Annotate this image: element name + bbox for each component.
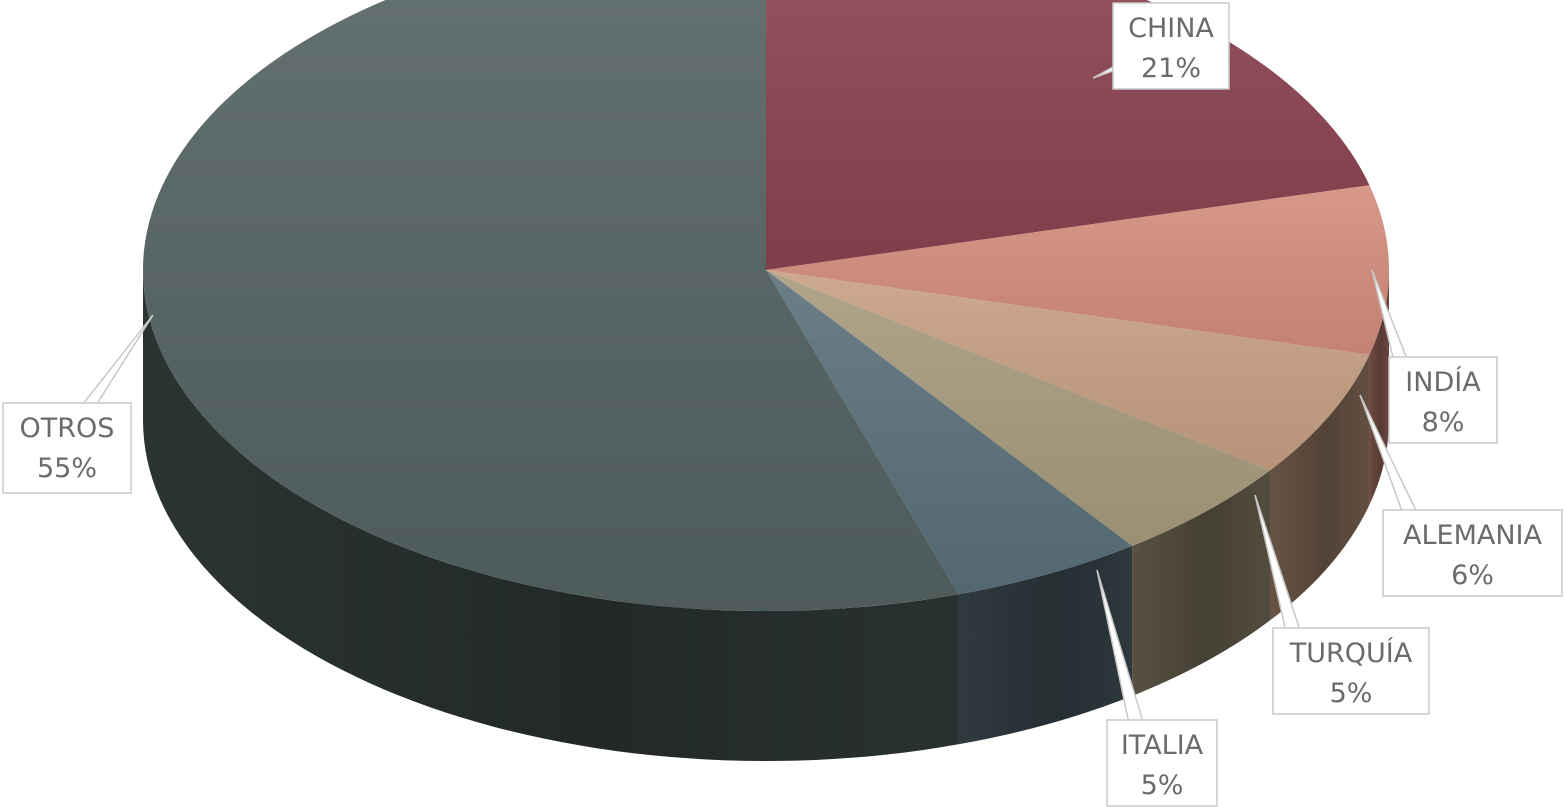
pie-slices [143, 0, 1390, 611]
slice-name-label: INDÍA [1405, 366, 1481, 398]
data-label-turquía: TURQUÍA 5% [1272, 627, 1430, 715]
data-label-alemania: ALEMANIA 6% [1382, 509, 1563, 597]
pie-sides [143, 270, 1389, 761]
label-box [1272, 627, 1430, 715]
pie-side-shade [958, 545, 1133, 745]
data-label-otros: OTROS 55% [2, 402, 132, 494]
leader-lines [70, 61, 1425, 739]
label-box [1106, 719, 1218, 807]
slice-name-label: ALEMANIA [1403, 520, 1542, 551]
label-box [2, 402, 132, 494]
slice-value-label: 8% [1422, 407, 1465, 438]
slice-value-label: 6% [1451, 560, 1494, 591]
data-label-china: CHINA 21% [1112, 2, 1230, 90]
pie-side-shade [143, 270, 959, 761]
data-label-italia: ITALIA 5% [1106, 719, 1218, 807]
pie-slice-shade [766, 270, 1133, 595]
pie-slice-shade [766, 185, 1390, 355]
slice-value-label: 21% [1141, 53, 1201, 84]
label-box [1382, 509, 1563, 597]
slice-value-label: 55% [37, 453, 97, 484]
slice-name-label: ITALIA [1121, 730, 1204, 761]
pie-side-shade [1270, 354, 1370, 621]
slice-name-label: TURQUÍA [1289, 637, 1413, 669]
slice-name-label: OTROS [20, 413, 115, 444]
slice-name-label: CHINA [1128, 13, 1214, 44]
label-box [1112, 2, 1230, 90]
slice-value-label: 5% [1141, 770, 1184, 801]
data-label-indía: INDÍA 8% [1388, 356, 1498, 444]
pie-side-shade [1132, 470, 1271, 696]
pie-slice-shade [766, 270, 1370, 471]
slice-value-label: 5% [1330, 678, 1373, 709]
label-box [1388, 356, 1498, 444]
pie-slice-shade [143, 0, 959, 611]
pie-slice-shade [766, 270, 1271, 546]
